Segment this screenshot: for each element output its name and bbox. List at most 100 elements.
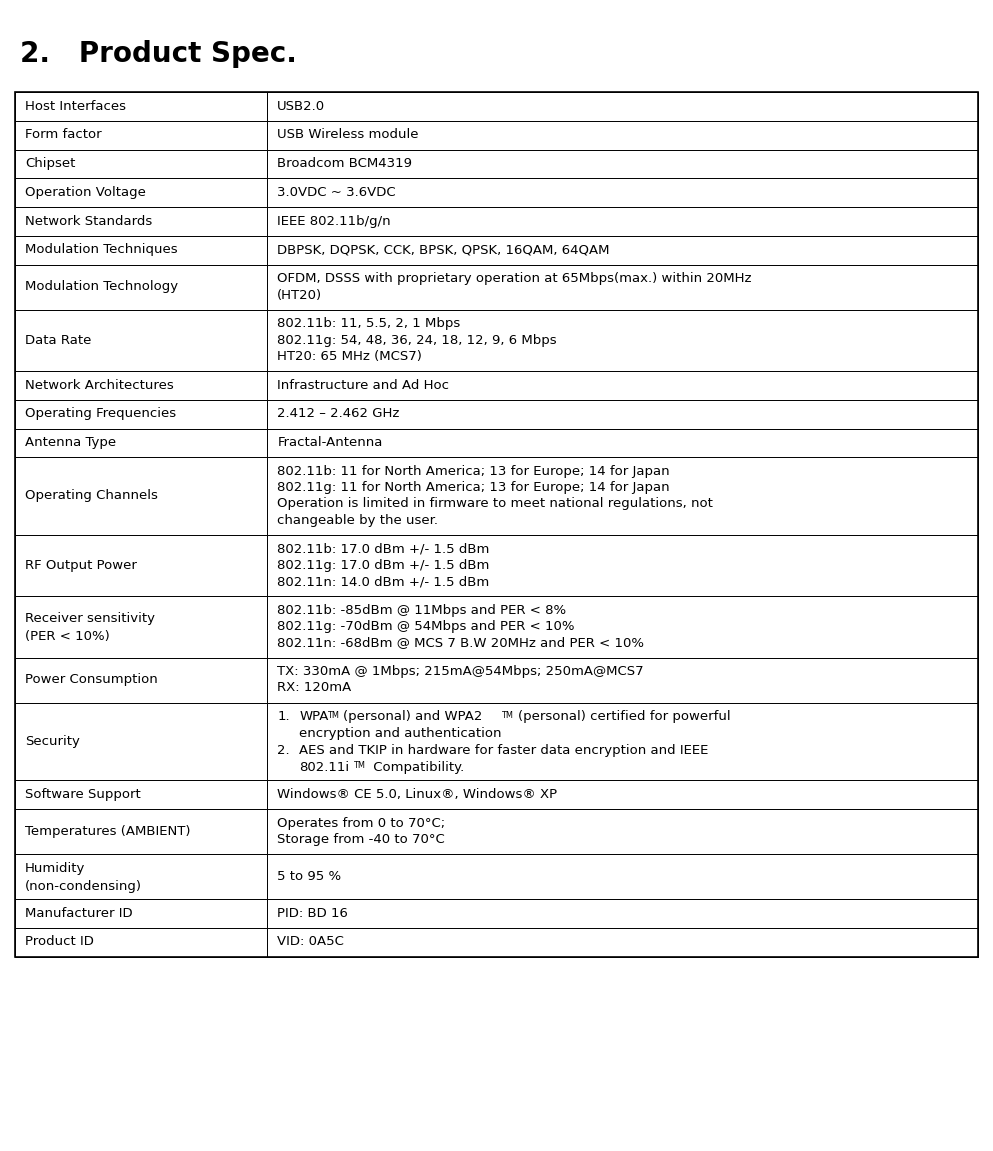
Text: Windows® CE 5.0, Linux®, Windows® XP: Windows® CE 5.0, Linux®, Windows® XP bbox=[277, 787, 557, 801]
Text: Operating Channels: Operating Channels bbox=[25, 489, 158, 502]
Text: (personal) certified for powerful: (personal) certified for powerful bbox=[517, 710, 731, 723]
Text: Fractal-Antenna: Fractal-Antenna bbox=[277, 436, 382, 449]
Bar bbox=[267, 150, 978, 178]
Bar bbox=[267, 809, 978, 854]
Text: Operates from 0 to 70°C;: Operates from 0 to 70°C; bbox=[277, 816, 446, 830]
Bar bbox=[267, 780, 978, 809]
Bar bbox=[15, 150, 267, 178]
Text: DBPSK, DQPSK, CCK, BPSK, QPSK, 16QAM, 64QAM: DBPSK, DQPSK, CCK, BPSK, QPSK, 16QAM, 64… bbox=[277, 244, 610, 257]
Text: WPA: WPA bbox=[299, 710, 329, 723]
Text: Temperatures (AMBIENT): Temperatures (AMBIENT) bbox=[25, 825, 191, 838]
Text: 2.: 2. bbox=[277, 744, 290, 756]
Bar bbox=[267, 371, 978, 399]
Text: Product ID: Product ID bbox=[25, 936, 93, 948]
Text: Receiver sensitivity
(PER < 10%): Receiver sensitivity (PER < 10%) bbox=[25, 612, 155, 643]
Text: Humidity
(non-condensing): Humidity (non-condensing) bbox=[25, 862, 142, 893]
Bar bbox=[267, 178, 978, 207]
Text: TX: 330mA @ 1Mbps; 215mA@54Mbps; 250mA@MCS7: TX: 330mA @ 1Mbps; 215mA@54Mbps; 250mA@M… bbox=[277, 665, 643, 678]
Bar bbox=[267, 428, 978, 457]
Text: USB2.0: USB2.0 bbox=[277, 100, 326, 113]
Bar bbox=[267, 399, 978, 428]
Text: Power Consumption: Power Consumption bbox=[25, 673, 158, 686]
Text: RX: 120mA: RX: 120mA bbox=[277, 681, 352, 694]
Bar bbox=[15, 457, 267, 535]
Bar bbox=[267, 236, 978, 265]
Bar bbox=[267, 703, 978, 780]
Text: Infrastructure and Ad Hoc: Infrastructure and Ad Hoc bbox=[277, 379, 449, 391]
Text: 802.11g: 11 for North America; 13 for Europe; 14 for Japan: 802.11g: 11 for North America; 13 for Eu… bbox=[277, 481, 670, 494]
Text: TM: TM bbox=[354, 761, 365, 770]
Bar bbox=[15, 703, 267, 780]
Text: 802.11g: -70dBm @ 54Mbps and PER < 10%: 802.11g: -70dBm @ 54Mbps and PER < 10% bbox=[277, 620, 575, 633]
Bar bbox=[15, 371, 267, 399]
Bar bbox=[267, 457, 978, 535]
Text: USB Wireless module: USB Wireless module bbox=[277, 129, 419, 142]
Bar bbox=[267, 899, 978, 928]
Bar bbox=[15, 428, 267, 457]
Bar bbox=[15, 657, 267, 703]
Text: Storage from -40 to 70°C: Storage from -40 to 70°C bbox=[277, 833, 445, 846]
Text: 2.   Product Spec.: 2. Product Spec. bbox=[20, 40, 297, 68]
Text: Broadcom BCM4319: Broadcom BCM4319 bbox=[277, 158, 412, 170]
Bar bbox=[267, 207, 978, 236]
Bar bbox=[15, 899, 267, 928]
Bar bbox=[15, 809, 267, 854]
Text: 2.412 – 2.462 GHz: 2.412 – 2.462 GHz bbox=[277, 407, 399, 420]
Text: 802.11b: 17.0 dBm +/- 1.5 dBm: 802.11b: 17.0 dBm +/- 1.5 dBm bbox=[277, 542, 490, 556]
Text: Modulation Technology: Modulation Technology bbox=[25, 281, 178, 294]
Bar bbox=[15, 236, 267, 265]
Bar bbox=[267, 265, 978, 310]
Text: AES and TKIP in hardware for faster data encryption and IEEE: AES and TKIP in hardware for faster data… bbox=[299, 744, 709, 756]
Bar bbox=[267, 928, 978, 956]
Text: TM: TM bbox=[328, 710, 340, 719]
Text: PID: BD 16: PID: BD 16 bbox=[277, 907, 349, 920]
Text: 802.11g: 54, 48, 36, 24, 18, 12, 9, 6 Mbps: 802.11g: 54, 48, 36, 24, 18, 12, 9, 6 Mb… bbox=[277, 334, 557, 346]
Text: 802.11i: 802.11i bbox=[299, 761, 350, 773]
Text: HT20: 65 MHz (MCS7): HT20: 65 MHz (MCS7) bbox=[277, 350, 422, 363]
Text: Operation is limited in firmware to meet national regulations, not: Operation is limited in firmware to meet… bbox=[277, 497, 713, 511]
Bar bbox=[15, 780, 267, 809]
Bar bbox=[15, 92, 267, 121]
Text: changeable by the user.: changeable by the user. bbox=[277, 513, 438, 527]
Text: (personal) and WPA2: (personal) and WPA2 bbox=[344, 710, 483, 723]
Text: 1.: 1. bbox=[277, 710, 290, 723]
Text: Software Support: Software Support bbox=[25, 787, 141, 801]
Bar bbox=[267, 657, 978, 703]
Text: Modulation Techniques: Modulation Techniques bbox=[25, 244, 178, 257]
Bar bbox=[267, 310, 978, 371]
Bar bbox=[15, 178, 267, 207]
Text: Network Standards: Network Standards bbox=[25, 215, 152, 228]
Bar bbox=[15, 399, 267, 428]
Bar bbox=[15, 535, 267, 596]
Text: encryption and authentication: encryption and authentication bbox=[299, 727, 501, 740]
Bar bbox=[15, 265, 267, 310]
Text: 802.11b: -85dBm @ 11Mbps and PER < 8%: 802.11b: -85dBm @ 11Mbps and PER < 8% bbox=[277, 604, 566, 617]
Bar bbox=[267, 121, 978, 150]
Bar bbox=[15, 310, 267, 371]
Text: Operating Frequencies: Operating Frequencies bbox=[25, 407, 176, 420]
Text: 3.0VDC ~ 3.6VDC: 3.0VDC ~ 3.6VDC bbox=[277, 186, 396, 199]
Text: 802.11g: 17.0 dBm +/- 1.5 dBm: 802.11g: 17.0 dBm +/- 1.5 dBm bbox=[277, 558, 490, 572]
Bar bbox=[15, 928, 267, 956]
Text: 802.11b: 11 for North America; 13 for Europe; 14 for Japan: 802.11b: 11 for North America; 13 for Eu… bbox=[277, 465, 670, 478]
Text: VID: 0A5C: VID: 0A5C bbox=[277, 936, 345, 948]
Text: Form factor: Form factor bbox=[25, 129, 101, 142]
Text: 802.11n: 14.0 dBm +/- 1.5 dBm: 802.11n: 14.0 dBm +/- 1.5 dBm bbox=[277, 576, 490, 588]
Text: Manufacturer ID: Manufacturer ID bbox=[25, 907, 132, 920]
Bar bbox=[267, 535, 978, 596]
Text: (HT20): (HT20) bbox=[277, 289, 323, 302]
Text: 802.11b: 11, 5.5, 2, 1 Mbps: 802.11b: 11, 5.5, 2, 1 Mbps bbox=[277, 318, 461, 330]
Text: Network Architectures: Network Architectures bbox=[25, 379, 174, 391]
Text: TM: TM bbox=[502, 710, 514, 719]
Text: Host Interfaces: Host Interfaces bbox=[25, 100, 126, 113]
Text: Operation Voltage: Operation Voltage bbox=[25, 186, 146, 199]
Bar bbox=[15, 854, 267, 899]
Text: Chipset: Chipset bbox=[25, 158, 75, 170]
Bar bbox=[15, 207, 267, 236]
Text: Compatibility.: Compatibility. bbox=[369, 761, 465, 773]
Bar bbox=[15, 92, 978, 956]
Bar bbox=[15, 121, 267, 150]
Bar bbox=[267, 596, 978, 657]
Bar bbox=[267, 854, 978, 899]
Text: OFDM, DSSS with proprietary operation at 65Mbps(max.) within 20MHz: OFDM, DSSS with proprietary operation at… bbox=[277, 273, 752, 285]
